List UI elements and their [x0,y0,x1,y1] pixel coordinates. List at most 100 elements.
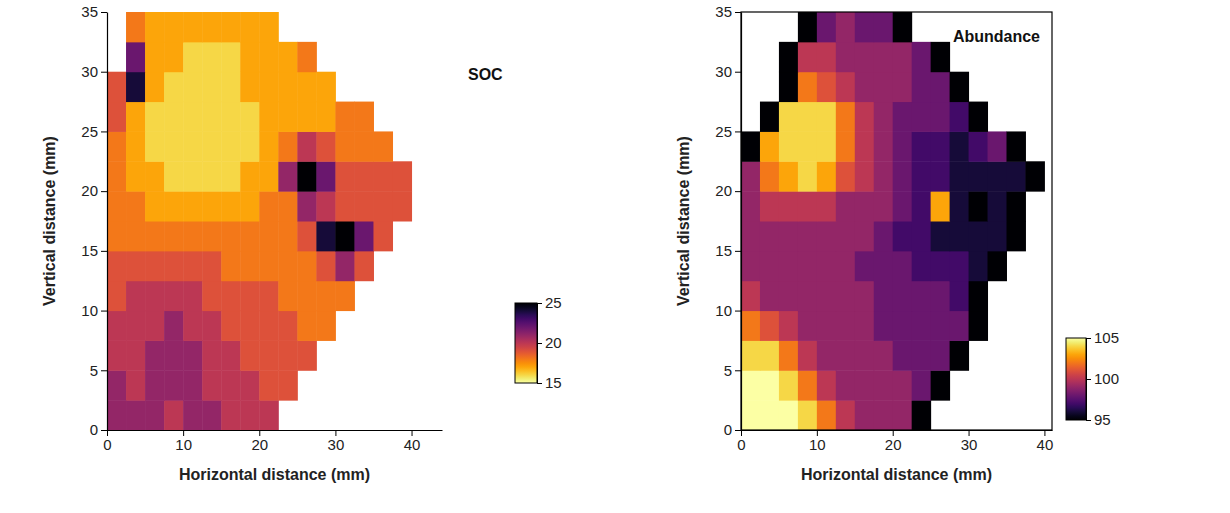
heat-cell [931,340,950,370]
tick-label: 105 [1094,329,1119,346]
heat-cell [373,191,393,221]
heat-cell [969,191,988,221]
heat-cell [988,251,1007,281]
heat-cell [202,72,222,102]
tick: 95 [1086,411,1111,428]
heat-cell [912,311,931,341]
heat-cell [741,221,760,251]
tick: 0 [737,430,745,453]
tick: 20 [885,430,902,453]
tick-label: 30 [961,436,978,453]
heat-cell [316,131,336,161]
heat-cell [164,311,184,341]
heat-cell [817,251,836,281]
tick: 25 [81,123,107,140]
heat-cell [221,400,241,430]
heat-cell [183,72,203,102]
heat-cell [335,131,355,161]
heat-cell [354,191,374,221]
heat-cell [259,370,279,400]
heat-cell [931,42,950,72]
heat-cell [164,102,184,132]
tick-mark [735,191,741,192]
heat-cell [779,281,798,311]
tick: 10 [81,302,107,319]
heat-cell [335,251,355,281]
heat-cell [836,400,855,430]
tick-label: 40 [404,436,421,453]
heat-cell [893,12,912,42]
heat-cell [969,131,988,161]
heat-cell [297,251,317,281]
heat-cell [126,251,146,281]
tick-label: 0 [737,436,745,453]
tick: 40 [1037,430,1054,453]
colorbar-ramp [1066,338,1086,420]
tick: 25 [715,123,741,140]
tick: 10 [715,302,741,319]
heat-cell [240,102,260,132]
heat-cell [259,12,279,42]
heat-cell [335,102,355,132]
tick-label: 0 [90,421,98,438]
heat-cell [912,161,931,191]
heat-cell [874,281,893,311]
heat-cell [950,340,969,370]
heat-cell [221,12,241,42]
plot-frame [741,12,1052,430]
tick: 20 [537,334,562,351]
heat-cell [931,102,950,132]
heat-cell [893,251,912,281]
heat-cell [893,191,912,221]
heat-cell [335,191,355,221]
heat-cell [817,400,836,430]
heat-cell [798,281,817,311]
heat-cell [893,131,912,161]
heat-cell [183,370,203,400]
heat-cell [221,131,241,161]
heat-cell [1006,191,1025,221]
heat-cell [164,42,184,72]
heat-cell [798,221,817,251]
heat-cell [988,131,1007,161]
heat-cell [969,251,988,281]
heat-cell [893,221,912,251]
heat-cell [354,221,374,251]
heat-cell [145,251,165,281]
heat-cell [259,102,279,132]
heat-cell [817,161,836,191]
tick-label: 10 [175,436,192,453]
heat-cell [107,191,127,221]
heat-cell [240,370,260,400]
tick: 20 [715,182,741,199]
heat-cell [855,42,874,72]
tick-mark [735,251,741,252]
heat-cell [202,400,222,430]
heat-cell [779,370,798,400]
heat-cell [259,340,279,370]
heat-cell [855,12,874,42]
heat-cell [240,281,260,311]
cells [741,12,1045,430]
heat-cell [259,281,279,311]
heat-cell [931,131,950,161]
tick-mark [735,370,741,371]
tick: 10 [175,430,192,453]
heat-cell [874,42,893,72]
heat-cell [988,161,1007,191]
heat-cell [297,281,317,311]
heat-cell [221,161,241,191]
heat-cell [760,191,779,221]
heat-cell [855,102,874,132]
axis-line [108,430,443,431]
heat-cell [798,400,817,430]
tick: 0 [103,430,111,453]
heat-cell [316,251,336,281]
tick: 0 [90,421,107,438]
heat-cell [202,102,222,132]
heat-cell [278,102,298,132]
tick: 105 [1086,329,1119,346]
heat-cell [145,72,165,102]
heat-cell [950,102,969,132]
heat-cell [240,191,260,221]
